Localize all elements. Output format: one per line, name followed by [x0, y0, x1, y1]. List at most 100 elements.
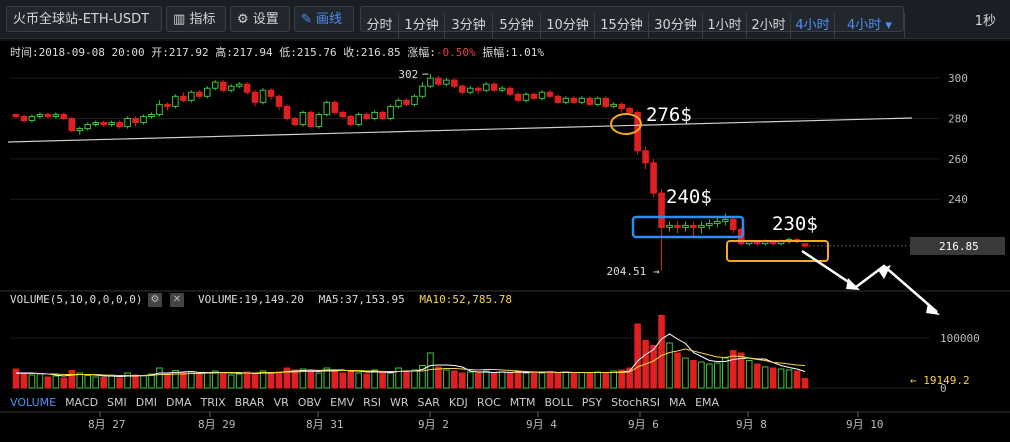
indicator-tab-vr[interactable]: VR [273, 396, 289, 409]
volume-bar [490, 372, 498, 389]
candle-body [634, 111, 641, 152]
indicator-tab-macd[interactable]: MACD [65, 396, 99, 409]
indicator-tab-stochrsi[interactable]: StochRSI [611, 396, 661, 409]
indicator-button-label: 指标 [189, 12, 216, 27]
volume-bar [387, 372, 394, 389]
indicator-tab-ema[interactable]: EMA [695, 396, 720, 409]
candle-body [737, 228, 745, 245]
symbol-label: 火币全球站-ETH-USDT [13, 12, 150, 27]
indicator-tab-brar[interactable]: BRAR [234, 396, 265, 409]
timeframe-2[interactable]: 3分钟 [445, 13, 493, 39]
open-value: 217.92 [168, 46, 209, 59]
candle-body [156, 103, 163, 115]
amplitude-value: 1.01% [510, 46, 544, 59]
indicator-tab-smi[interactable]: SMI [107, 396, 127, 409]
indicator-tab-boll[interactable]: BOLL [544, 396, 573, 409]
date-tick-label: 9月 2 [418, 418, 449, 431]
annotation-ellipse-276 [610, 113, 642, 135]
indicator-tab-rsi[interactable]: RSI [363, 396, 381, 409]
volume-bar [243, 371, 251, 389]
candle-body [196, 91, 203, 97]
timeframe-6[interactable]: 30分钟 [649, 13, 703, 39]
volume-bar [562, 371, 570, 389]
candle-body [602, 97, 610, 107]
volume-bar [793, 370, 801, 389]
indicator-tab-mtm[interactable]: MTM [509, 396, 536, 409]
settings-button[interactable]: ⚙ 设置 [230, 6, 290, 32]
volume-close-icon[interactable]: ✕ [170, 293, 184, 307]
volume-bar [52, 375, 60, 389]
max-price-label: 302 [398, 68, 418, 81]
symbol-selector[interactable]: 火币全球站-ETH-USDT [6, 6, 162, 32]
candle-body [745, 241, 753, 245]
candle-body [435, 77, 442, 85]
min-price-label: 204.51 → [607, 265, 660, 278]
candle-body [618, 103, 625, 109]
timeframe-3[interactable]: 5分钟 [493, 13, 541, 39]
volume-bar [108, 374, 115, 389]
candle-body [108, 122, 115, 126]
indicator-tab-ma[interactable]: MA [669, 396, 687, 409]
indicator-tab-emv[interactable]: EMV [330, 396, 355, 409]
indicator-button[interactable]: ▥ 指标 [166, 6, 226, 32]
volume-bar [427, 352, 434, 389]
candle-body [578, 97, 586, 103]
volume-bar [626, 367, 633, 389]
candle-body [275, 95, 283, 107]
candle-body [251, 91, 259, 103]
candle-body [52, 113, 60, 117]
volume-bar [610, 370, 618, 389]
timeframe-0[interactable]: 分时 [361, 13, 399, 39]
candle-body [363, 113, 370, 120]
candle-body [84, 124, 92, 130]
volume-bar [443, 369, 450, 389]
indicator-tab-roc[interactable]: ROC [476, 396, 501, 409]
candle-body [12, 113, 20, 117]
candle-body [538, 91, 546, 99]
price-tick-label: 240 [948, 193, 968, 206]
indicator-tab-psy[interactable]: PSY [581, 396, 603, 409]
timeframe-7[interactable]: 1小时 [703, 13, 747, 39]
volume-bar [172, 370, 179, 389]
timeframe-10[interactable]: 4小时 ▾ [835, 13, 905, 39]
volume-value: VOLUME:19,149.20 [198, 293, 304, 306]
volume-bar [283, 367, 291, 389]
candle-body [188, 91, 195, 101]
indicator-tab-wr[interactable]: WR [389, 396, 409, 409]
volume-tick-label: 0 [940, 382, 947, 395]
draw-line-button[interactable]: ✎ 画线 [294, 6, 354, 32]
ma5-line [16, 333, 806, 378]
projection-arrowhead-1 [846, 278, 860, 290]
timeframe-5[interactable]: 15分钟 [595, 13, 649, 39]
annotation-label-2: 230$ [772, 213, 818, 235]
volume-bar [761, 366, 769, 389]
indicator-tab-obv[interactable]: OBV [297, 396, 322, 409]
indicator-tab-volume[interactable]: VOLUME [10, 396, 57, 409]
indicator-tab-sar[interactable]: SAR [417, 396, 440, 409]
candle-body [371, 111, 378, 119]
timeframe-9[interactable]: 4小时 [791, 13, 835, 39]
volume-settings-icon[interactable]: ⚙ [148, 293, 162, 307]
volume-bar [331, 369, 339, 389]
indicator-tab-dma[interactable]: DMA [165, 396, 192, 409]
price-tick-label: 260 [948, 153, 968, 166]
candle-body [674, 224, 681, 228]
indicator-tab-kdj[interactable]: KDJ [448, 396, 468, 409]
timeframe-8[interactable]: 2小时 [747, 13, 791, 39]
volume-bar [323, 367, 331, 389]
candle-body [323, 101, 331, 115]
volume-bar [92, 376, 99, 389]
candle-body [92, 122, 99, 126]
volume-bar [36, 373, 44, 389]
timeframe-4[interactable]: 10分钟 [541, 13, 595, 39]
indicator-tab-dmi[interactable]: DMI [135, 396, 157, 409]
projection-arrowhead-2 [878, 265, 891, 279]
volume-bar [419, 365, 426, 389]
volume-bar [363, 373, 370, 389]
timeframe-1[interactable]: 1分钟 [399, 13, 445, 39]
annotation-label-1: 240$ [666, 186, 712, 208]
candle-body [28, 115, 36, 122]
refresh-interval-label[interactable]: 1秒 [974, 14, 996, 29]
indicator-tab-trix[interactable]: TRIX [200, 396, 226, 409]
